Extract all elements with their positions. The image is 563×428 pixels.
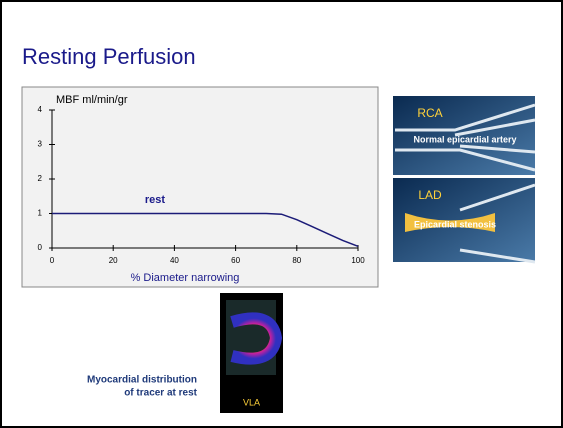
x-axis-label: % Diameter narrowing (131, 272, 240, 284)
slide-title: Resting Perfusion (22, 44, 196, 69)
scan-caption: of tracer at rest (124, 388, 197, 399)
scan: VLA (220, 293, 283, 413)
y-tick-label: 4 (38, 105, 43, 114)
x-tick-label: 20 (109, 256, 118, 265)
y-tick-label: 2 (38, 174, 43, 183)
scan-caption: Myocardial distribution (87, 375, 197, 386)
panel-label: RCA (417, 106, 442, 120)
panel-caption: Epicardial stenosis (414, 219, 496, 229)
x-tick-label: 40 (170, 256, 179, 265)
chart-frame (22, 87, 378, 287)
y-tick-label: 0 (38, 243, 43, 252)
annotation: rest (145, 194, 166, 206)
x-tick-label: 60 (231, 256, 240, 265)
y-tick-label: 1 (38, 209, 43, 218)
rca-panel: RCA Normal epicardial artery (393, 96, 535, 175)
lad-panel: LAD Epicardial stenosis (393, 178, 535, 262)
y-axis-label: MBF ml/min/gr (56, 94, 128, 106)
panel-label: LAD (418, 188, 442, 202)
x-tick-label: 100 (351, 256, 365, 265)
panel-caption: Normal epicardial artery (413, 134, 516, 144)
slide: Resting Perfusion MBF ml/min/gr % Diamet… (0, 0, 563, 428)
x-tick-label: 0 (50, 256, 55, 265)
y-tick-label: 3 (38, 140, 43, 149)
x-tick-label: 80 (292, 256, 301, 265)
scan-label: VLA (243, 397, 260, 407)
